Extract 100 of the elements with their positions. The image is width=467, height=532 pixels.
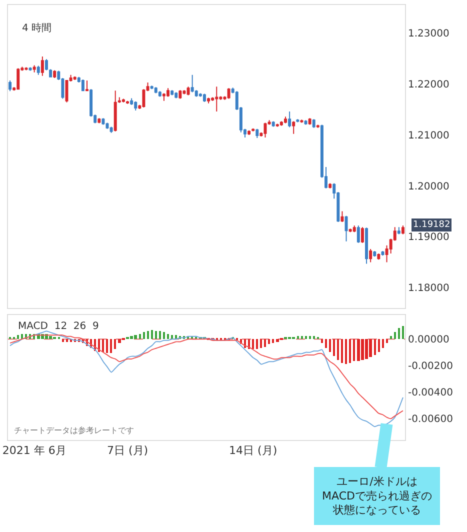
bar bbox=[276, 339, 279, 342]
candlestick bbox=[401, 225, 404, 235]
bar bbox=[394, 332, 396, 340]
y-tick-label: 1.20000 bbox=[408, 181, 450, 192]
bar bbox=[365, 339, 368, 360]
bar bbox=[118, 339, 121, 344]
bar bbox=[49, 336, 52, 340]
candlestick bbox=[304, 120, 308, 126]
bar bbox=[134, 335, 137, 340]
bar bbox=[114, 339, 116, 350]
candlestick bbox=[98, 118, 101, 124]
candlestick bbox=[308, 118, 312, 126]
candlestick bbox=[272, 122, 275, 128]
bar bbox=[345, 339, 347, 364]
candlestick bbox=[292, 120, 296, 134]
candlestick bbox=[256, 128, 259, 138]
bar bbox=[309, 336, 311, 340]
y-tick-label: 1.18000 bbox=[408, 283, 450, 294]
bar bbox=[390, 336, 392, 340]
candlestick bbox=[86, 80, 88, 92]
bar bbox=[21, 334, 23, 340]
candlestick bbox=[288, 111, 292, 128]
candlestick bbox=[190, 74, 194, 93]
candlestick bbox=[102, 118, 105, 126]
bar bbox=[313, 336, 315, 340]
x-tick-label: 7日 (月) bbox=[106, 444, 148, 458]
candlestick bbox=[365, 227, 368, 264]
bar bbox=[130, 336, 133, 340]
bar bbox=[143, 332, 145, 340]
bar bbox=[66, 339, 68, 342]
bar bbox=[402, 326, 404, 340]
y-tick-label: 0.00000 bbox=[408, 334, 450, 346]
bar bbox=[106, 339, 108, 354]
candlestick bbox=[207, 97, 210, 104]
bar bbox=[321, 339, 323, 344]
candlestick bbox=[276, 123, 279, 128]
candlestick bbox=[280, 120, 283, 126]
bar bbox=[378, 339, 380, 352]
text: 1.19182 bbox=[413, 220, 450, 230]
bar bbox=[167, 334, 169, 340]
candlestick bbox=[53, 70, 56, 78]
candlestick bbox=[312, 118, 316, 128]
candlestick bbox=[340, 210, 344, 222]
bar bbox=[272, 339, 274, 344]
bar bbox=[329, 339, 331, 352]
candlestick bbox=[264, 122, 267, 138]
y-tick-label: 1.23000 bbox=[408, 28, 450, 40]
candlestick bbox=[202, 93, 206, 102]
candlestick bbox=[24, 66, 28, 71]
candlestick bbox=[44, 58, 48, 71]
candlestick bbox=[32, 64, 36, 73]
candlestick bbox=[186, 86, 190, 96]
bar bbox=[155, 331, 157, 340]
bar bbox=[147, 331, 149, 340]
candlestick bbox=[344, 215, 348, 242]
candlestick bbox=[16, 68, 20, 90]
bar bbox=[353, 339, 355, 362]
candlestick bbox=[373, 252, 376, 258]
text: 4 時間 bbox=[22, 22, 52, 34]
bar bbox=[305, 336, 307, 340]
bar bbox=[337, 339, 339, 360]
candlestick bbox=[252, 128, 255, 132]
candlestick bbox=[28, 66, 32, 72]
candlestick bbox=[215, 86, 218, 112]
candlestick bbox=[227, 88, 230, 100]
bar bbox=[139, 334, 141, 340]
y-tick-label: 1.19000 bbox=[408, 232, 450, 244]
bar bbox=[110, 339, 112, 354]
candlestick bbox=[369, 248, 372, 263]
x-tick-label: 2021 年 6月 bbox=[2, 444, 66, 458]
candlestick bbox=[49, 68, 52, 78]
y-tick-label: -0.00600 bbox=[408, 414, 453, 426]
bar bbox=[398, 328, 400, 340]
candlestick bbox=[150, 85, 154, 90]
bar bbox=[349, 339, 351, 364]
y-tick-label: -0.00400 bbox=[408, 388, 453, 399]
bar bbox=[17, 335, 19, 340]
bar bbox=[297, 336, 299, 340]
bar bbox=[382, 339, 384, 348]
bar bbox=[260, 339, 262, 348]
candlestick bbox=[122, 98, 125, 103]
candlestick bbox=[360, 226, 364, 244]
bar bbox=[98, 339, 100, 352]
bar bbox=[357, 339, 360, 362]
candlestick bbox=[348, 228, 352, 233]
candlestick bbox=[126, 100, 129, 104]
y-tick-label: -0.00200 bbox=[408, 361, 453, 372]
candlestick bbox=[381, 252, 384, 256]
candlestick bbox=[40, 56, 44, 76]
candlestick bbox=[356, 225, 360, 244]
bar bbox=[268, 339, 270, 344]
bar bbox=[361, 339, 364, 360]
annotation: チャートデータは参考レートです bbox=[14, 426, 134, 435]
y-tick-label: 1.21000 bbox=[408, 130, 450, 142]
candlestick bbox=[81, 78, 84, 92]
bar bbox=[62, 339, 64, 342]
candlestick bbox=[182, 90, 186, 95]
candlestick bbox=[36, 65, 40, 76]
bar bbox=[151, 330, 153, 340]
candlestick bbox=[377, 253, 380, 260]
